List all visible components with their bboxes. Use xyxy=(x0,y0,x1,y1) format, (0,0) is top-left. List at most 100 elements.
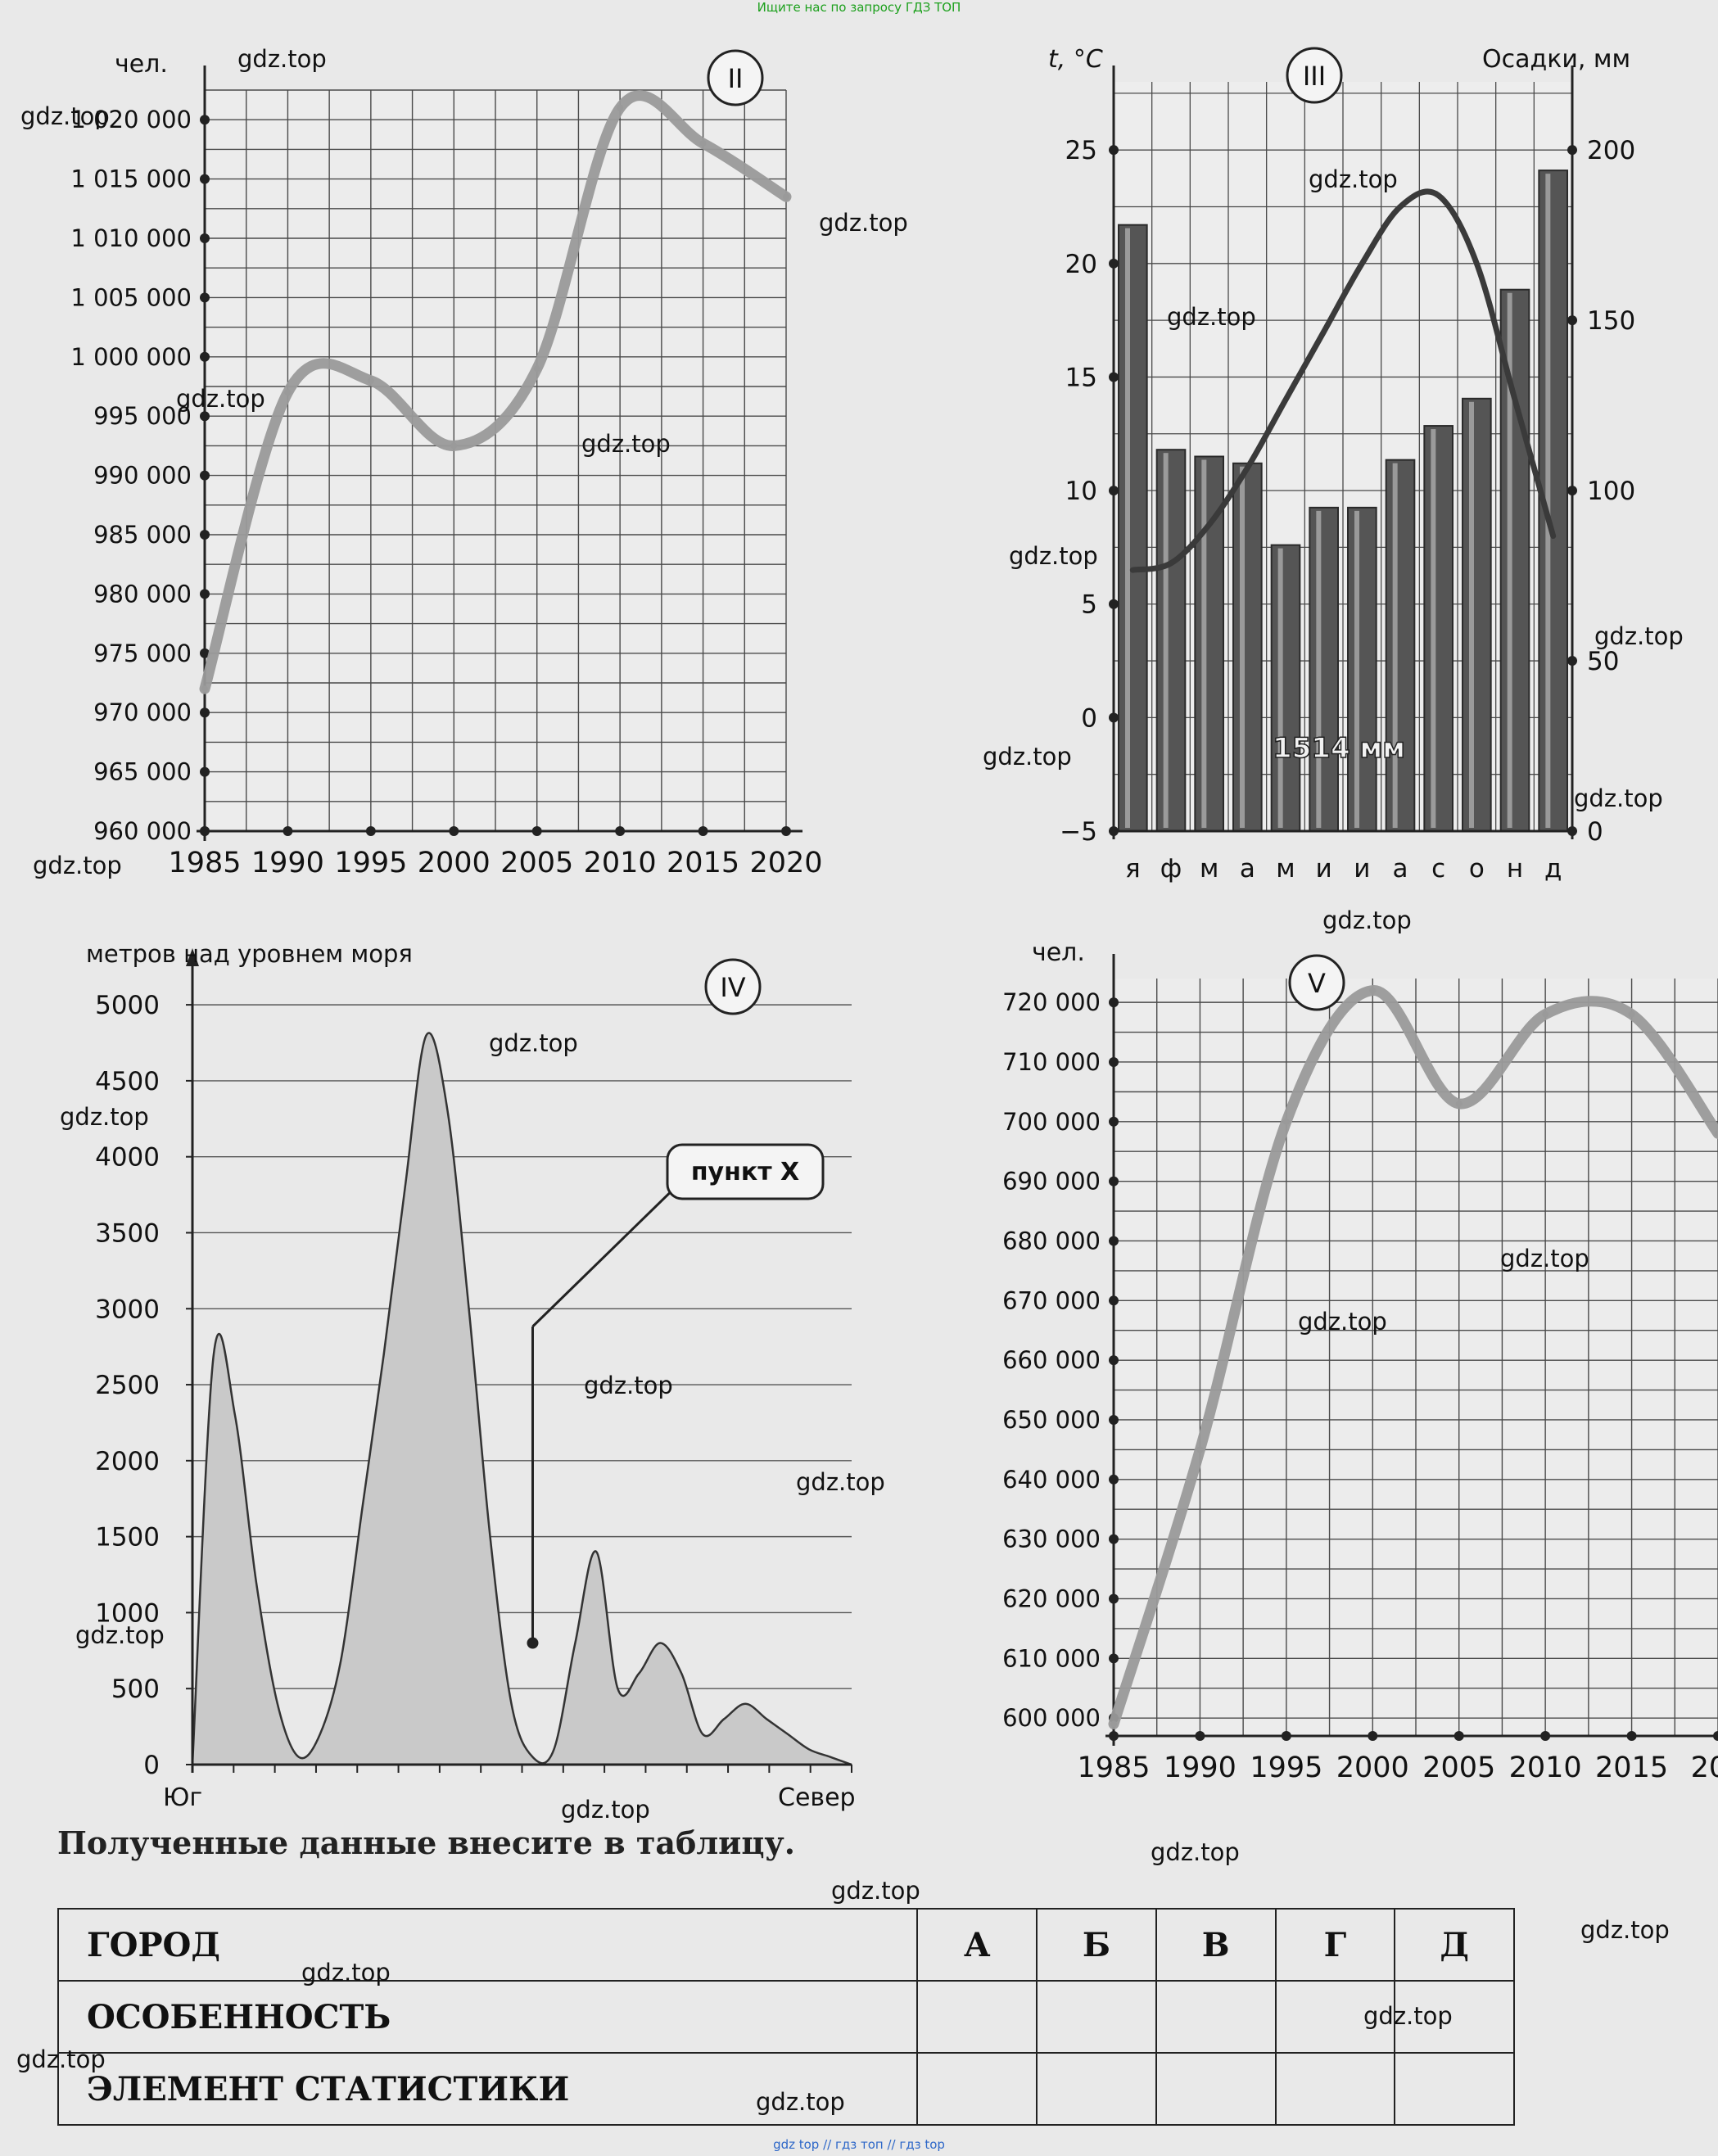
y-tick-dot xyxy=(1109,486,1119,496)
y-tick-dot xyxy=(200,766,210,777)
x-tick-label: 1985 xyxy=(1077,1751,1150,1784)
x-tick-label: м xyxy=(1200,854,1218,884)
answer-cell[interactable] xyxy=(1274,1980,1396,2054)
y-tick-label: 0 xyxy=(143,1751,160,1780)
y-tick-label: 1 020 000 xyxy=(70,106,192,133)
watermark: gdz.top xyxy=(1594,622,1684,650)
table-row: ЭЛЕМЕНТ СТАТИСТИКИ xyxy=(57,2052,1515,2126)
y-tick-label: 4000 xyxy=(95,1143,160,1173)
y-tick-label: 690 000 xyxy=(1002,1168,1101,1196)
answer-cell[interactable] xyxy=(1274,2052,1396,2126)
data-point xyxy=(367,377,374,384)
y-tick-dot xyxy=(1109,712,1119,723)
watermark: gdz.top xyxy=(176,385,265,413)
watermark: gdz.top xyxy=(561,1796,650,1824)
y-tick-dot xyxy=(1109,1534,1119,1544)
x-tick-dot xyxy=(283,826,293,836)
y-tick-dot xyxy=(1109,1116,1119,1127)
answer-cell[interactable] xyxy=(916,2052,1038,2126)
y-tick-label: 2500 xyxy=(95,1371,160,1400)
x-tick-label: о xyxy=(1469,854,1485,884)
y-tick-label: 610 000 xyxy=(1002,1644,1101,1672)
x-tick-label: 2010 xyxy=(1509,1751,1582,1784)
bar-highlight xyxy=(1545,174,1551,829)
answer-cell[interactable] xyxy=(916,1980,1038,2054)
x-tick-dot xyxy=(1626,1731,1637,1741)
watermark: gdz.top xyxy=(20,102,110,130)
x-tick-label: 2005 xyxy=(1422,1751,1495,1784)
watermark: gdz.top xyxy=(489,1029,578,1057)
bar-highlight xyxy=(1507,292,1512,828)
y-tick-label-right: 0 xyxy=(1587,817,1603,847)
y-tick-label: 965 000 xyxy=(93,758,192,786)
panel-label: II xyxy=(728,63,744,94)
y-tick-label: 985 000 xyxy=(93,521,192,549)
data-point xyxy=(201,685,208,693)
y-axis-arrow xyxy=(186,948,199,966)
y-tick-dot xyxy=(200,411,210,422)
data-point xyxy=(1196,1446,1204,1453)
y-tick-label-left: −5 xyxy=(1060,817,1097,847)
x-tick-dot xyxy=(781,826,791,836)
data-point xyxy=(1282,1118,1290,1125)
series-line xyxy=(199,90,792,694)
y-axis-label-right: Осадки, мм xyxy=(1482,45,1630,74)
precipitation-bar xyxy=(1385,459,1416,833)
watermark: gdz.top xyxy=(1151,1838,1240,1866)
answer-cell[interactable] xyxy=(1036,2052,1157,2126)
x-tick-dot xyxy=(200,826,210,836)
callout-label: пункт X xyxy=(691,1158,799,1186)
answer-cell[interactable] xyxy=(1155,2052,1277,2126)
temperature-line xyxy=(1129,188,1557,573)
x-tick-label: и xyxy=(1354,854,1370,884)
x-tick-label: м xyxy=(1276,854,1295,884)
point-x-marker xyxy=(527,1637,539,1649)
data-point xyxy=(284,389,292,396)
answer-cell[interactable] xyxy=(1036,1980,1157,2054)
table-row: ГОРОД А Б В Г Д xyxy=(57,1908,1515,1982)
chart-population-v: 600 000 610 000 620 000 630 000 640 000 650 0… xyxy=(1002,942,1718,1784)
panel-label: IV xyxy=(720,972,745,1003)
x-tick-dot xyxy=(531,826,542,836)
row-label-feature: ОСОБЕННОСТЬ xyxy=(57,1980,919,2054)
y-tick-label: 700 000 xyxy=(1002,1108,1101,1136)
data-point xyxy=(1628,1010,1635,1018)
answer-table: ГОРОД А Б В Г Д ОСОБЕННОСТЬ ЭЛЕМЕНТ СТАТ… xyxy=(57,1908,1515,2126)
bar-highlight xyxy=(1240,466,1245,828)
watermark: gdz.top xyxy=(584,1372,673,1399)
footer-links[interactable]: gdz top // гдз топ // гдз top xyxy=(773,2137,945,2152)
watermark: gdz.top xyxy=(1009,542,1098,570)
answer-cell[interactable] xyxy=(1155,1980,1277,2054)
watermark: gdz.top xyxy=(1574,784,1663,812)
x-tick-dot xyxy=(698,826,708,836)
y-axis-label-left: t, °С xyxy=(1048,45,1103,74)
answer-cell[interactable] xyxy=(1394,2052,1515,2126)
bar-highlight xyxy=(1469,401,1474,829)
y-tick-label: 970 000 xyxy=(93,698,192,726)
y-tick-dot xyxy=(1567,486,1577,496)
y-tick-label: 710 000 xyxy=(1002,1048,1101,1076)
x-tick-label: 1995 xyxy=(1250,1751,1322,1784)
y-tick-label-right: 100 xyxy=(1587,477,1635,506)
y-axis-label: метров над уровнем моря xyxy=(86,940,413,968)
watermark: gdz.top xyxy=(831,1877,920,1905)
answer-cell[interactable] xyxy=(1394,1980,1515,2054)
y-tick-dot xyxy=(200,115,210,125)
header-search-link[interactable]: Ищите нас по запросу ГДЗ ТОП xyxy=(757,0,961,15)
watermark: gdz.top xyxy=(16,2045,106,2073)
y-tick-label: 3500 xyxy=(95,1218,160,1248)
panel-badge xyxy=(1288,954,1345,1011)
column-header-v: В xyxy=(1155,1908,1277,1982)
y-tick-dot xyxy=(200,233,210,243)
x-tick-label: 1990 xyxy=(251,847,324,879)
y-tick-dot xyxy=(1109,1414,1119,1425)
y-tick-label: 1500 xyxy=(95,1523,160,1553)
x-tick-label: 1995 xyxy=(334,847,407,879)
y-tick-label-right: 50 xyxy=(1587,647,1619,676)
chart-profile-iv: 0 500 1000 1500 2000 2500 3000 3500 4000 4500 5000… xyxy=(86,940,856,1812)
watermark: gdz.top xyxy=(237,45,327,73)
total-precipitation-label: 1514 мм xyxy=(1273,732,1405,765)
watermark: gdz.top xyxy=(1580,1916,1670,1944)
precipitation-bar xyxy=(1347,506,1377,832)
y-tick-dot xyxy=(1567,315,1577,326)
